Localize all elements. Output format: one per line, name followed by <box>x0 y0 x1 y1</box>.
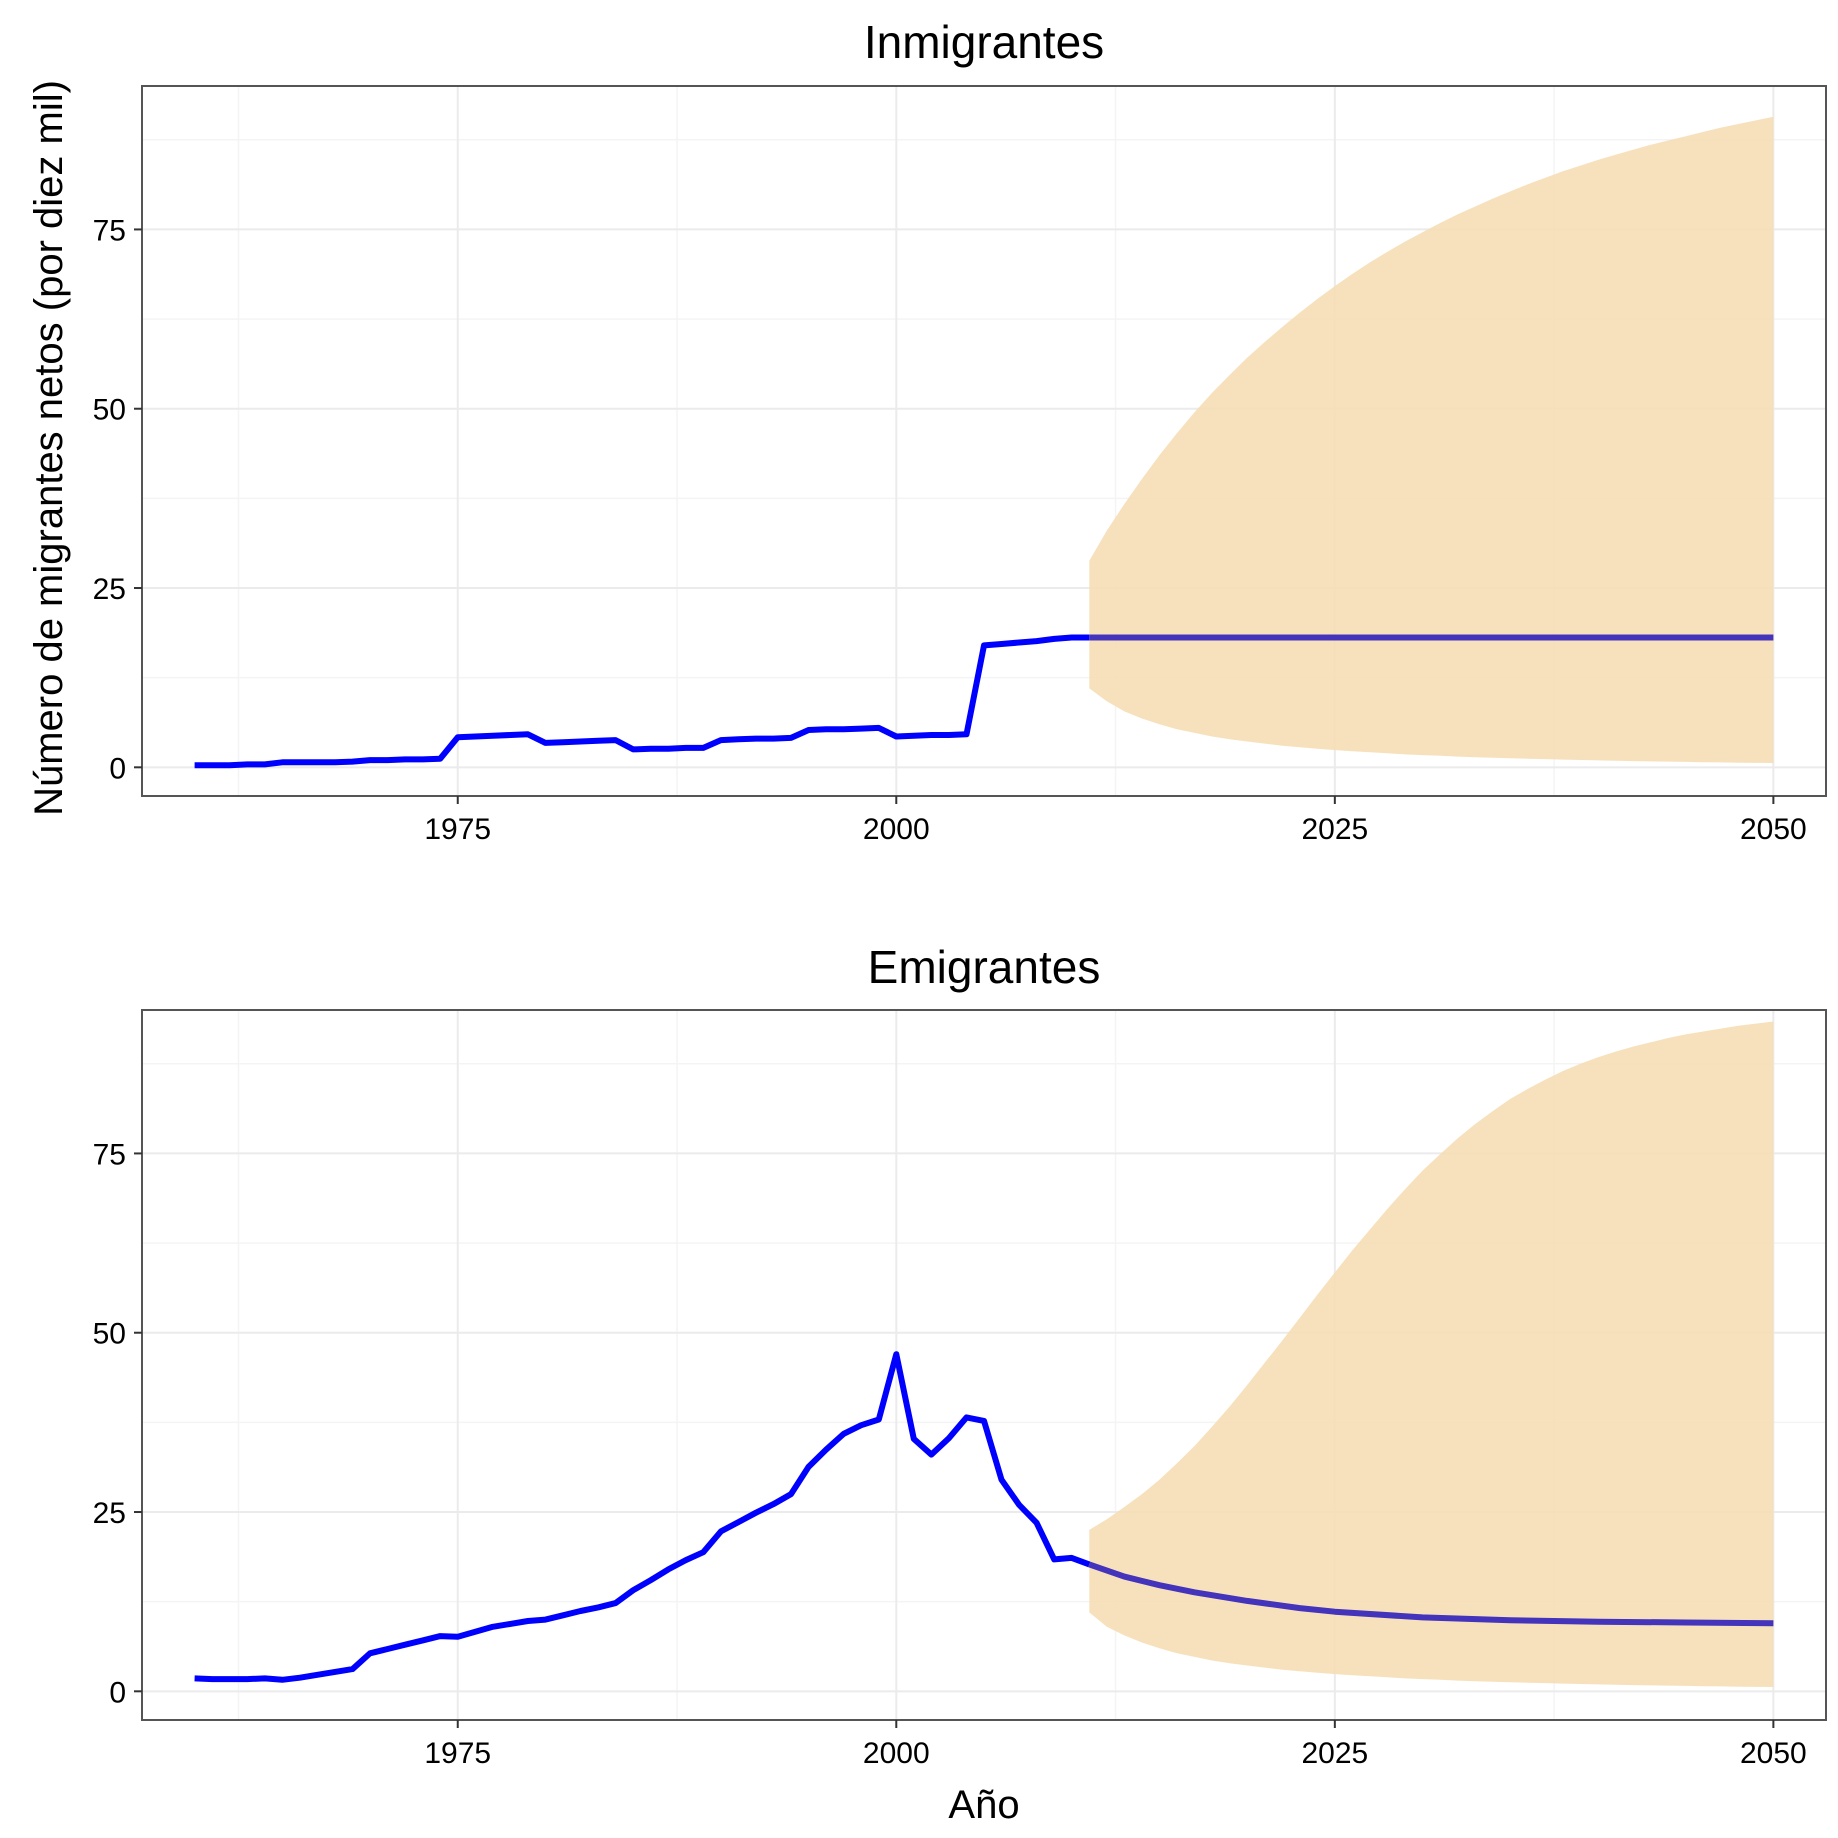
x-tick-label: 1975 <box>424 1737 491 1770</box>
forecast-line <box>1088 1561 1774 1627</box>
panel-emigrantes: Emigrantes 0 25 50 75 1975 2000 2025 2050 <box>93 941 1827 1770</box>
x-tick-label: 1975 <box>424 813 491 846</box>
x-tick-label: 2050 <box>1740 813 1807 846</box>
panel-inmigrantes: Inmigrantes 0 25 50 75 1975 2000 2025 2050 <box>93 16 1827 846</box>
observed-line <box>194 634 1090 769</box>
y-tick-label: 75 <box>93 214 126 247</box>
observed-line <box>194 1351 1091 1683</box>
panel-border <box>141 85 1827 797</box>
y-tick-label: 25 <box>93 573 126 606</box>
x-tick-label: 2025 <box>1301 1737 1368 1770</box>
y-tick-label: 75 <box>93 1138 126 1171</box>
x-tick-label: 2025 <box>1301 813 1368 846</box>
y-tick-label: 0 <box>109 1676 126 1709</box>
x-tick-label: 2000 <box>863 813 930 846</box>
y-tick-label: 50 <box>93 394 126 427</box>
y-tick-label: 25 <box>93 1497 126 1530</box>
y-tick-label: 50 <box>93 1318 126 1351</box>
y-axis-title: Número de migrantes netos (por diez mil) <box>27 80 71 816</box>
prediction-band <box>1089 116 1774 764</box>
plot-area-emigrantes: 0 25 50 75 1975 2000 2025 2050 <box>93 1009 1827 1770</box>
x-tick-label: 2050 <box>1740 1737 1807 1770</box>
x-axis-title: Año <box>948 1783 1019 1827</box>
prediction-band <box>1089 1021 1774 1687</box>
panel-border <box>141 1009 1827 1721</box>
y-tick-label: 0 <box>109 752 126 785</box>
panel-title-emigrantes: Emigrantes <box>868 941 1101 993</box>
x-tick-label: 2000 <box>863 1737 930 1770</box>
plot-area-inmigrantes: 0 25 50 75 1975 2000 2025 2050 <box>93 85 1827 846</box>
panel-title-inmigrantes: Inmigrantes <box>864 16 1104 68</box>
